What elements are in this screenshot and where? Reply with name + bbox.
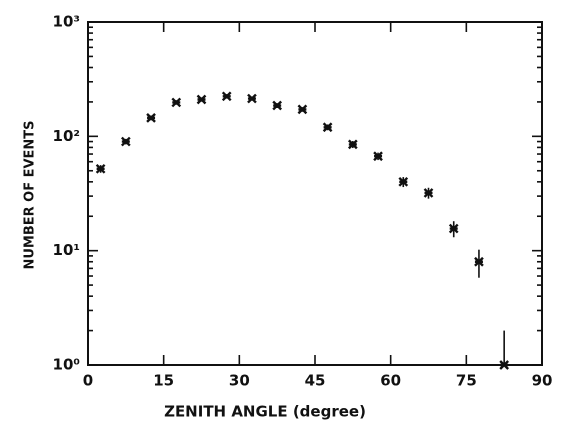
data-point <box>297 104 308 115</box>
x-tick-label: 0 <box>83 372 93 390</box>
data-point <box>120 136 131 147</box>
y-tick-label: 10¹ <box>53 241 80 259</box>
x-tick-label: 60 <box>380 372 401 390</box>
y-axis-label: NUMBER OF EVENTS <box>23 120 38 269</box>
data-point <box>146 113 156 123</box>
x-tick-label: 15 <box>153 372 174 390</box>
data-point <box>398 176 409 187</box>
data-point <box>272 100 283 111</box>
x-tick-label: 45 <box>305 372 326 390</box>
x-tick-label: 30 <box>229 372 250 390</box>
y-tick-label: 10³ <box>53 13 80 31</box>
data-point <box>373 151 383 162</box>
data-point <box>171 97 182 108</box>
data-point <box>499 360 510 370</box>
data-point <box>423 188 434 198</box>
data-point <box>448 223 459 234</box>
y-tick-label: 10² <box>53 127 80 145</box>
data-point <box>322 122 333 133</box>
data-point <box>196 94 207 105</box>
data-point <box>474 256 484 267</box>
plot-frame <box>87 21 543 366</box>
x-axis-label: ZENITH ANGLE (degree) <box>164 403 366 421</box>
y-tick-label: 10⁰ <box>53 356 80 374</box>
data-point <box>221 91 232 102</box>
data-point <box>95 163 106 174</box>
x-tick-label: 90 <box>532 372 553 390</box>
data-point <box>247 93 257 104</box>
data-point <box>347 139 358 150</box>
x-tick-label: 75 <box>456 372 477 390</box>
